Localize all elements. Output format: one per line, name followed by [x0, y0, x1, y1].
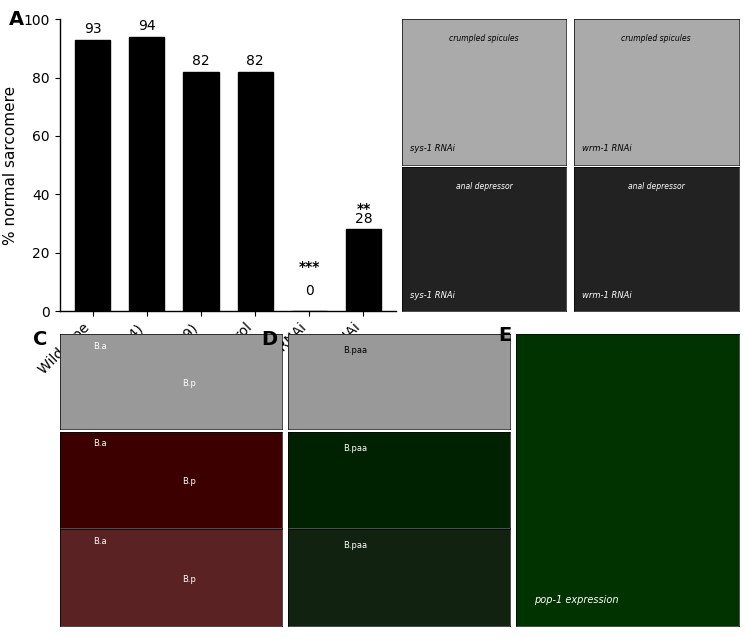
Text: pop-1 expression: pop-1 expression	[533, 595, 618, 605]
Text: B: B	[385, 10, 400, 29]
Text: anal depressor: anal depressor	[628, 181, 685, 190]
Text: 94: 94	[138, 19, 156, 33]
Text: B.p: B.p	[182, 576, 196, 585]
Text: B.p: B.p	[182, 380, 196, 389]
Text: ***: ***	[298, 260, 320, 274]
Text: A: A	[9, 10, 25, 29]
Text: 28: 28	[354, 212, 372, 226]
Text: B.paa: B.paa	[343, 444, 368, 453]
Text: B.p: B.p	[182, 477, 196, 486]
X-axis label: Genotype: Genotype	[183, 437, 273, 455]
Text: B.paa: B.paa	[343, 541, 368, 550]
Bar	[184, 72, 219, 311]
Text: 93: 93	[84, 22, 101, 36]
Text: 15: 15	[83, 383, 102, 397]
Y-axis label: % normal sarcomere: % normal sarcomere	[3, 86, 18, 245]
Text: 17: 17	[191, 383, 210, 397]
Text: 82: 82	[246, 54, 264, 68]
Text: 0: 0	[305, 284, 313, 298]
Text: B.a: B.a	[93, 439, 107, 448]
Text: B.paa: B.paa	[343, 346, 368, 355]
Text: E: E	[498, 326, 511, 344]
Bar	[346, 229, 381, 311]
Text: crumpled spicules: crumpled spicules	[621, 34, 691, 43]
Text: 13: 13	[300, 383, 319, 397]
Text: 18: 18	[354, 383, 373, 397]
Text: sys-1 RNAi: sys-1 RNAi	[410, 291, 455, 300]
Text: anal depressor: anal depressor	[456, 181, 513, 190]
Text: 82: 82	[192, 54, 210, 68]
Text: crumpled spicules: crumpled spicules	[449, 34, 519, 43]
Text: wrm-1 RNAi: wrm-1 RNAi	[582, 144, 632, 153]
Text: sys-1 RNAi: sys-1 RNAi	[410, 144, 455, 153]
Text: 16: 16	[137, 383, 157, 397]
Bar	[237, 72, 273, 311]
Text: 17: 17	[245, 383, 265, 397]
Bar	[129, 36, 164, 311]
Text: **: **	[357, 202, 371, 216]
Text: C: C	[33, 330, 47, 349]
Text: wrm-1 RNAi: wrm-1 RNAi	[582, 291, 632, 300]
Bar	[75, 40, 110, 311]
Text: B.a: B.a	[93, 342, 107, 351]
Text: B.a: B.a	[93, 537, 107, 546]
Text: D: D	[261, 330, 278, 349]
